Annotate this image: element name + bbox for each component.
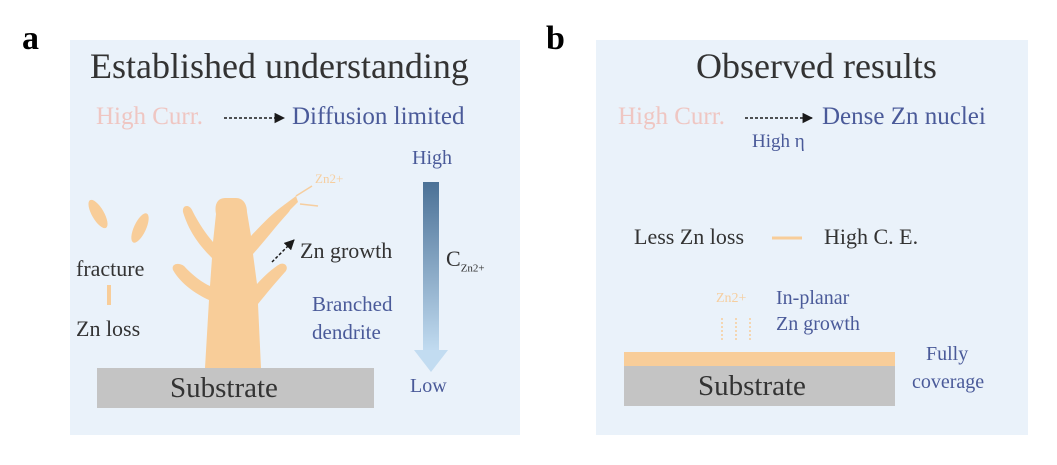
dendrite-label: dendrite bbox=[312, 320, 381, 344]
fully-label: Fully bbox=[926, 343, 969, 365]
low-label: Low bbox=[410, 375, 447, 397]
substrate-label-b: Substrate bbox=[698, 370, 806, 402]
panel-a-title: Established understanding bbox=[90, 46, 469, 86]
in-planar-arrows bbox=[721, 318, 751, 340]
concentration-gradient-arrow bbox=[414, 182, 448, 372]
fracture-piece-1 bbox=[88, 199, 108, 229]
high-ce: High C. E. bbox=[824, 224, 919, 249]
zn-layer bbox=[624, 352, 895, 366]
panel-b-title: Observed results bbox=[696, 46, 937, 86]
high-curr-b: High Curr. bbox=[618, 103, 725, 130]
panel-b-label: b bbox=[546, 20, 565, 57]
diffusion-limited: Diffusion limited bbox=[292, 103, 465, 130]
high-label: High bbox=[412, 147, 452, 169]
zn-growth-label-a: Zn growth bbox=[300, 238, 393, 263]
substrate-label-a: Substrate bbox=[170, 372, 278, 404]
high-curr-a: High Curr. bbox=[96, 103, 203, 130]
fracture-label: fracture bbox=[76, 256, 145, 281]
branched-dendrite bbox=[172, 198, 291, 368]
less-zn-loss: Less Zn loss bbox=[634, 224, 744, 249]
substrate-a bbox=[97, 368, 374, 408]
branched-label: Branched bbox=[312, 292, 393, 316]
zn-loss-label: Zn loss bbox=[76, 316, 141, 341]
fracture-line bbox=[107, 285, 111, 305]
dense-zn-nuclei: Dense Zn nuclei bbox=[822, 103, 986, 130]
coverage-label: coverage bbox=[912, 371, 985, 393]
zn-ion-label-b: Zn2+ bbox=[716, 291, 747, 306]
substrate-b bbox=[624, 366, 895, 406]
zn-ion-line-2 bbox=[299, 203, 319, 207]
in-planar-label: In-planar bbox=[776, 287, 850, 309]
panel-a-label: a bbox=[22, 20, 39, 57]
zn-growth-arrow bbox=[271, 239, 295, 263]
zn-ion-line-1 bbox=[295, 185, 313, 197]
zn-growth-label-b: Zn growth bbox=[776, 313, 860, 335]
zn-ion-label-a: Zn2+ bbox=[315, 171, 344, 186]
fracture-piece-2 bbox=[131, 213, 149, 243]
high-eta-label: High η bbox=[752, 131, 805, 152]
concentration-label: CZn2+ bbox=[446, 246, 485, 275]
